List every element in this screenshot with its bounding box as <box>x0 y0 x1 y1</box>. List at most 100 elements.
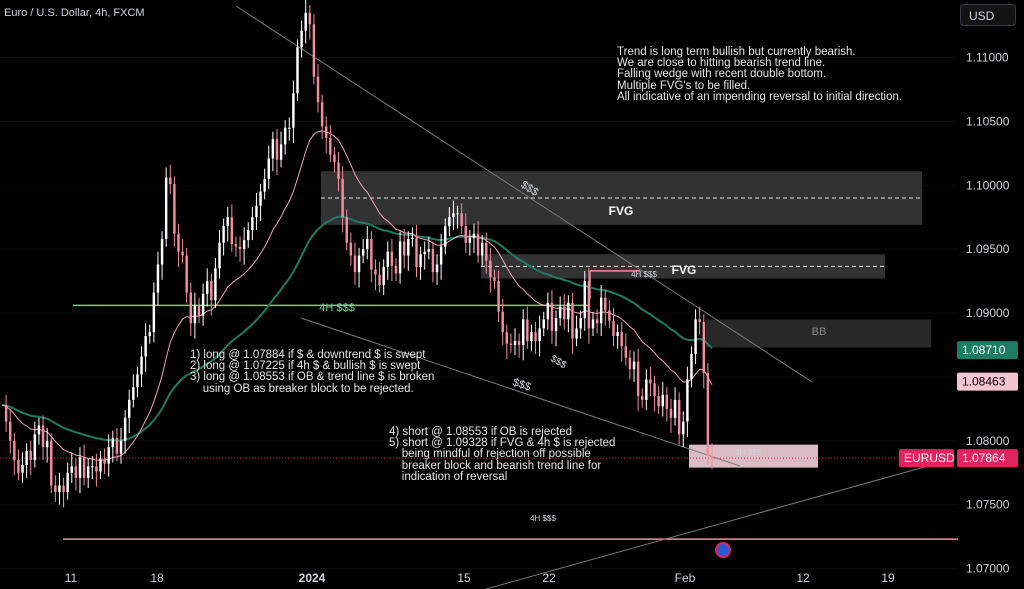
time-tick-1: 18 <box>150 571 164 585</box>
chart-grid <box>0 56 958 570</box>
candle-body-102 <box>419 254 422 268</box>
wedge-lower-line <box>300 317 741 467</box>
trendlines-layer <box>0 5 958 589</box>
candle-body-130 <box>534 332 537 342</box>
candle-body-41 <box>169 177 172 184</box>
candle-body-49 <box>201 293 205 316</box>
candle-body-46 <box>189 292 193 324</box>
fast-moving-average <box>1 130 713 461</box>
candle-body-71 <box>292 93 295 128</box>
candle-body-20 <box>82 457 86 478</box>
bearish-trend-line <box>235 5 813 383</box>
candle-body-62 <box>255 205 258 218</box>
price-tick-8: 1.07000 <box>966 562 1010 576</box>
candle-body-117 <box>480 242 484 256</box>
candle-body-136 <box>558 306 562 319</box>
candle-body-127 <box>521 319 525 345</box>
price-tags: 1.08710 1.08463 EURUSD 1.07864 <box>899 341 1018 468</box>
candle-body-108 <box>444 226 447 247</box>
candle-body-134 <box>550 302 554 331</box>
candle-body-137 <box>563 306 566 320</box>
candle-body-56 <box>230 217 234 245</box>
candle-body-83 <box>341 178 344 218</box>
time-axis[interactable]: 11 18 2024 15 22 Feb 12 19 <box>65 571 895 585</box>
candle-body-69 <box>283 127 287 145</box>
candle-body-156 <box>641 396 644 400</box>
candle-body-31 <box>127 399 131 418</box>
symbol-tag-bg <box>899 449 954 468</box>
candle-body-77 <box>316 76 320 103</box>
candle-body-75 <box>308 12 312 25</box>
candle-body-27 <box>111 438 115 448</box>
candle-body-150 <box>616 332 619 337</box>
candle-body-161 <box>661 394 664 407</box>
candle-body-81 <box>333 154 336 163</box>
candle-body-8 <box>33 434 37 460</box>
candle-body-152 <box>624 346 628 358</box>
price-tick-0: 1.11000 <box>966 50 1009 64</box>
candle-body-143 <box>587 281 591 329</box>
summary-line-5: All indicative of an impending reversal … <box>617 90 903 103</box>
last-price-tag: 1.07864 <box>962 451 1006 465</box>
candle-body-157 <box>645 379 648 400</box>
candle-body-171 <box>702 321 706 374</box>
time-tick-0: 11 <box>65 571 78 585</box>
candle-body-91 <box>374 269 377 275</box>
candle-body-131 <box>538 328 541 342</box>
candle-body-42 <box>173 183 176 234</box>
candle-body-39 <box>160 238 164 265</box>
slow-moving-average <box>1 215 713 442</box>
candle-body-63 <box>259 191 262 206</box>
candle-body-78 <box>320 102 324 127</box>
currency-button[interactable]: USD <box>960 4 1016 26</box>
summary-line-3: Falling wedge with recent double bottom. <box>617 68 827 81</box>
candle-body-165 <box>677 399 681 435</box>
short-setup-line-3: being mindful of rejection off possible <box>389 448 591 461</box>
liquidity-label-4h-mid: 4H $$$ <box>319 302 354 314</box>
candle-body-68 <box>279 144 283 160</box>
candle-body-79 <box>324 126 328 138</box>
candle-body-57 <box>234 244 238 247</box>
long-setup-line-3: 3) long @ 1.08553 if OB & trend line $ i… <box>190 371 435 384</box>
candle-body-11 <box>45 440 49 448</box>
candle-body-98 <box>402 241 406 256</box>
candle-body-19 <box>78 457 82 478</box>
price-axis[interactable]: 1.11000 1.10500 1.10000 1.09500 1.09000 1.080… <box>966 50 1010 575</box>
candle-body-118 <box>485 242 488 261</box>
candle-body-167 <box>686 379 689 422</box>
candle-body-86 <box>353 255 357 273</box>
long-setup-line-4: using OB as breaker block to be rejected… <box>190 382 414 395</box>
candle-body-67 <box>275 139 279 160</box>
candle-body-160 <box>657 396 660 407</box>
candle-body-128 <box>526 319 529 342</box>
candle-body-15 <box>62 485 65 492</box>
candle-body-2 <box>8 421 12 441</box>
time-tick-6: 12 <box>796 571 810 585</box>
candle-body-48 <box>197 305 201 316</box>
candle-body-153 <box>628 357 632 370</box>
price-tick-1: 1.10500 <box>966 114 1010 128</box>
candle-body-138 <box>567 302 570 320</box>
candle-body-10 <box>41 425 45 448</box>
candle-body-106 <box>435 264 439 273</box>
candle-body-21 <box>86 466 90 478</box>
short-setup-line-2: 5) short @ 1.09328 if FVG & 4h $ is reje… <box>389 437 616 450</box>
candle-body-94 <box>386 251 390 268</box>
candle-body-74 <box>304 12 307 31</box>
candle-body-168 <box>690 353 693 380</box>
summary-note: Trend is long term bullish but currently… <box>617 46 903 103</box>
candle-body-17 <box>70 466 73 473</box>
candle-body-54 <box>222 226 225 243</box>
candle-body-115 <box>472 233 476 238</box>
candle-body-59 <box>242 240 246 250</box>
candle-body-30 <box>123 417 127 441</box>
candle-body-16 <box>66 472 69 492</box>
candle-body-163 <box>669 408 673 418</box>
candle-body-53 <box>218 242 221 269</box>
candle-body-45 <box>185 255 188 293</box>
fvg-label-upper: FVG <box>609 204 634 218</box>
candle-body-9 <box>37 425 41 435</box>
candle-body-148 <box>608 310 611 321</box>
candle-body-70 <box>288 127 291 129</box>
